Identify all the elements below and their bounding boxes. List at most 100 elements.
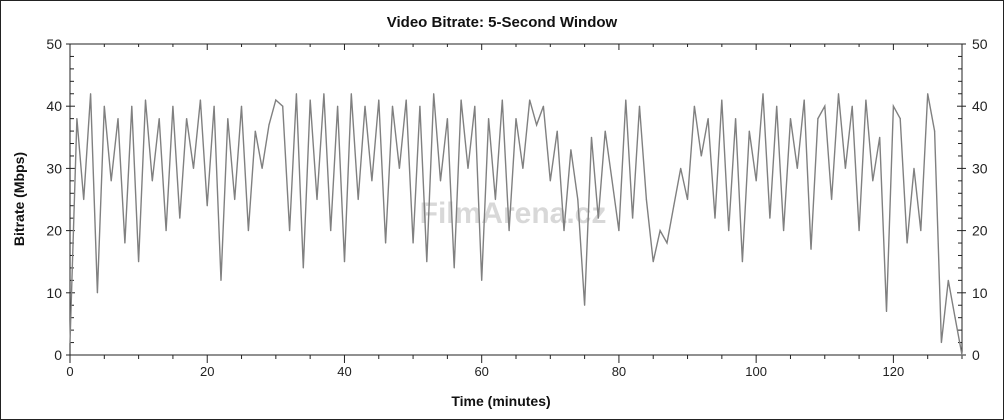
bitrate-data-point [638, 105, 641, 107]
y-tick-label-right: 0 [972, 347, 980, 363]
bitrate-data-point [597, 217, 599, 219]
bitrate-data-point [865, 99, 867, 101]
bitrate-data-point [453, 267, 455, 269]
bitrate-data-point [885, 310, 888, 313]
bitrate-data-point [556, 130, 558, 132]
x-tick-label: 120 [883, 364, 905, 379]
bitrate-data-point [947, 279, 949, 281]
bitrate-data-point [535, 124, 538, 126]
bitrate-data-point [467, 167, 469, 169]
bitrate-data-point [570, 149, 572, 151]
bitrate-data-point [803, 99, 805, 101]
bitrate-data-point [831, 198, 833, 201]
bitrate-data-point [734, 118, 737, 120]
bitrate-data-point [234, 198, 236, 201]
bitrate-data-point [89, 93, 92, 95]
y-tick-label-left: 10 [46, 285, 62, 301]
bitrate-data-point [824, 105, 826, 107]
bitrate-data-point [577, 198, 579, 201]
bitrate-data-point [460, 99, 462, 101]
y-tick-label-left: 20 [46, 223, 62, 239]
y-axis-label: Bitrate (Mbps) [11, 152, 27, 246]
bitrate-data-point [714, 217, 716, 219]
bitrate-data-point [721, 99, 723, 101]
bitrate-data-point [151, 180, 153, 182]
bitrate-data-point [776, 105, 778, 107]
bitrate-data-point [913, 167, 915, 169]
bitrate-data-point [783, 230, 785, 232]
bitrate-data-point [371, 180, 373, 182]
bitrate-data-point [172, 105, 174, 107]
bitrate-data-point [673, 205, 675, 207]
bitrate-data-point [309, 99, 311, 101]
bitrate-data-point [227, 118, 229, 120]
bitrate-data-point [487, 118, 490, 120]
bitrate-data-point [261, 167, 263, 169]
bitrate-data-point [124, 242, 126, 244]
bitrate-data-point [872, 180, 874, 182]
bitrate-data-point [879, 136, 881, 138]
bitrate-data-point [240, 105, 243, 107]
bitrate-data-point [364, 105, 366, 107]
bitrate-data-point [611, 180, 613, 182]
y-tick-label-left: 0 [54, 347, 62, 363]
bitrate-data-point [254, 130, 256, 132]
bitrate-data-point [288, 230, 291, 232]
bitrate-data-point [762, 93, 764, 95]
bitrate-data-point [659, 230, 661, 232]
bitrate-data-point [213, 105, 215, 107]
y-tick-label-left: 30 [46, 160, 62, 176]
bitrate-data-point [206, 205, 208, 207]
bitrate-data-point [522, 167, 524, 169]
bitrate-data-point [144, 99, 147, 101]
bitrate-data-point [83, 198, 85, 201]
x-tick-label: 100 [745, 364, 767, 379]
bitrate-data-point [686, 198, 689, 201]
bitrate-data-point [693, 105, 696, 107]
bitrate-data-point [844, 167, 846, 169]
bitrate-data-point [549, 180, 551, 182]
bitrate-data-point [419, 105, 421, 107]
bitrate-data-point [330, 230, 332, 232]
bitrate-data-point [796, 167, 798, 169]
bitrate-data-point [343, 261, 346, 263]
x-axis-label: Time (minutes) [451, 393, 550, 409]
bitrate-data-point [604, 130, 606, 132]
bitrate-data-point [927, 93, 929, 95]
bitrate-data-point [439, 180, 442, 182]
bitrate-data-point [247, 230, 249, 232]
bitrate-data-point [584, 304, 586, 306]
bitrate-data-point [405, 99, 407, 101]
bitrate-data-point [192, 167, 195, 169]
bitrate-data-point [268, 124, 270, 126]
bitrate-data-point [700, 155, 702, 157]
y-tick-label-right: 40 [972, 98, 988, 114]
x-tick-label: 80 [612, 364, 626, 379]
bitrate-data-point [76, 118, 78, 120]
bitrate-data-point [817, 118, 819, 120]
x-tick-label: 20 [200, 364, 214, 379]
bitrate-data-point [899, 118, 901, 120]
bitrate-data-point [494, 198, 497, 201]
bitrate-data-point [357, 198, 359, 201]
bitrate-data-point [837, 93, 840, 95]
bitrate-data-point [515, 118, 517, 120]
bitrate-data-point [652, 261, 654, 263]
bitrate-data-point [707, 118, 709, 120]
bitrate-data-point [446, 118, 448, 120]
bitrate-data-point [96, 292, 99, 294]
bitrate-data-point [302, 267, 304, 269]
bitrate-data-point [666, 242, 668, 244]
bitrate-data-point [954, 317, 956, 319]
bitrate-data-point [769, 217, 771, 219]
bitrate-data-point [892, 105, 894, 107]
bitrate-data-point [563, 230, 565, 232]
bitrate-data-point [398, 167, 400, 169]
bitrate-data-point [789, 118, 792, 120]
y-tick-label-right: 30 [972, 160, 988, 176]
bitrate-data-point [933, 130, 936, 132]
bitrate-data-point [906, 242, 908, 244]
bitrate-data-point [481, 279, 483, 281]
bitrate-data-point [275, 99, 277, 101]
